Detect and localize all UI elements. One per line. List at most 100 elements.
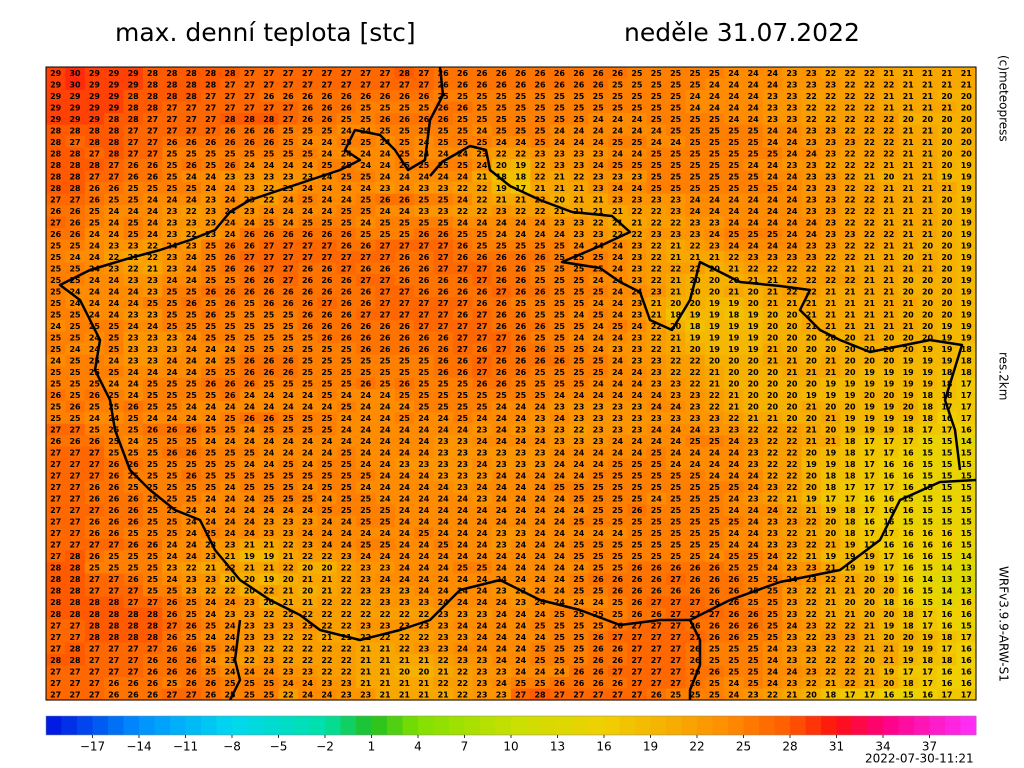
temperature-value: 22: [806, 264, 817, 273]
temperature-value: 24: [418, 541, 430, 550]
temperature-value: 19: [728, 334, 740, 343]
temperature-cell: [646, 159, 667, 172]
temperature-value: 21: [903, 207, 915, 216]
temperature-value: 21: [941, 69, 953, 78]
temperature-value: 25: [108, 195, 120, 204]
temperature-value: 25: [554, 276, 566, 285]
temperature-value: 24: [728, 92, 740, 101]
temperature-value: 19: [903, 391, 915, 400]
temperature-value: 25: [612, 92, 624, 101]
temperature-value: 19: [844, 414, 856, 423]
temperature-value: 24: [554, 472, 566, 481]
temperature-value: 23: [573, 149, 584, 158]
temperature-value: 25: [593, 288, 605, 297]
temperature-cell: [104, 147, 125, 160]
temperature-value: 25: [689, 472, 701, 481]
temperature-cell: [724, 113, 745, 126]
temperature-value: 24: [186, 276, 198, 285]
temperature-cell: [762, 67, 783, 80]
temperature-value: 25: [166, 437, 178, 446]
temperature-value: 23: [573, 437, 584, 446]
temperature-value: 23: [438, 437, 449, 446]
temperature-value: 25: [263, 426, 275, 435]
temperature-value: 24: [224, 437, 236, 446]
temperature-value: 21: [825, 598, 837, 607]
temperature-value: 22: [844, 115, 855, 124]
temperature-value: 20: [941, 241, 953, 250]
temperature-value: 25: [670, 161, 682, 170]
temperature-value: 26: [244, 230, 256, 239]
temperature-value: 24: [147, 207, 159, 216]
temperature-cell: [879, 159, 900, 172]
temperature-value: 19: [825, 552, 837, 561]
temperature-value: 25: [418, 380, 430, 389]
temperature-value: 29: [108, 103, 120, 112]
temperature-value: 24: [728, 195, 740, 204]
temperature-value: 27: [321, 69, 332, 78]
temperature-value: 24: [709, 460, 721, 469]
temperature-value: 24: [147, 322, 159, 331]
temperature-value: 25: [166, 483, 178, 492]
temperature-value: 27: [418, 299, 429, 308]
temperature-value: 24: [108, 207, 120, 216]
temperature-value: 26: [631, 564, 643, 573]
temperature-value: 24: [496, 518, 508, 527]
temperature-value: 26: [399, 334, 411, 343]
temperature-value: 25: [631, 161, 643, 170]
temperature-value: 20: [786, 334, 798, 343]
temperature-value: 25: [263, 472, 275, 481]
temperature-value: 22: [864, 92, 875, 101]
temperature-value: 25: [631, 518, 643, 527]
temperature-value: 27: [360, 69, 371, 78]
temperature-value: 19: [961, 195, 973, 204]
temperature-cell: [569, 113, 590, 126]
temperature-value: 21: [709, 253, 721, 262]
temperature-value: 24: [399, 541, 411, 550]
temperature-value: 18: [844, 529, 856, 538]
temperature-value: 23: [224, 610, 235, 619]
temperature-cell: [201, 78, 221, 91]
temperature-value: 25: [612, 483, 624, 492]
temperature-value: 25: [321, 391, 333, 400]
temperature-value: 26: [379, 195, 391, 204]
temperature-value: 25: [283, 483, 295, 492]
temperature-cell: [898, 136, 919, 149]
temperature-value: 24: [438, 564, 450, 573]
temperature-value: 26: [89, 483, 101, 492]
temperature-value: 22: [806, 115, 817, 124]
temperature-value: 27: [321, 299, 332, 308]
temperature-cell: [278, 170, 299, 183]
temperature-value: 25: [651, 103, 663, 112]
temperature-value: 28: [50, 161, 62, 170]
temperature-cell: [607, 136, 628, 149]
temperature-value: 17: [844, 495, 855, 504]
temperature-value: 25: [593, 483, 605, 492]
temperature-value: 25: [593, 357, 605, 366]
temperature-value: 19: [864, 552, 876, 561]
temperature-value: 23: [786, 161, 797, 170]
temperature-value: 27: [302, 253, 313, 262]
temperature-cell: [162, 113, 183, 126]
temperature-value: 27: [128, 598, 139, 607]
temperature-value: 21: [283, 587, 295, 596]
temperature-value: 24: [244, 161, 256, 170]
temperature-cell: [491, 136, 512, 149]
temperature-value: 25: [593, 621, 605, 630]
temperature-value: 26: [651, 587, 663, 596]
temperature-value: 27: [438, 241, 449, 250]
temperature-value: 20: [825, 403, 837, 412]
temperature-value: 24: [360, 184, 372, 193]
temperature-value: 25: [457, 138, 469, 147]
temperature-value: 25: [128, 230, 140, 239]
temperature-value: 25: [651, 529, 663, 538]
temperature-value: 27: [476, 334, 487, 343]
temperature-cell: [375, 113, 396, 126]
temperature-value: 20: [767, 391, 779, 400]
temperature-value: 16: [903, 564, 915, 573]
temperature-value: 22: [767, 437, 778, 446]
temperature-value: 25: [244, 311, 256, 320]
temperature-value: 20: [941, 138, 953, 147]
temperature-cell: [898, 67, 919, 80]
temperature-value: 20: [806, 483, 818, 492]
temperature-value: 28: [224, 115, 236, 124]
